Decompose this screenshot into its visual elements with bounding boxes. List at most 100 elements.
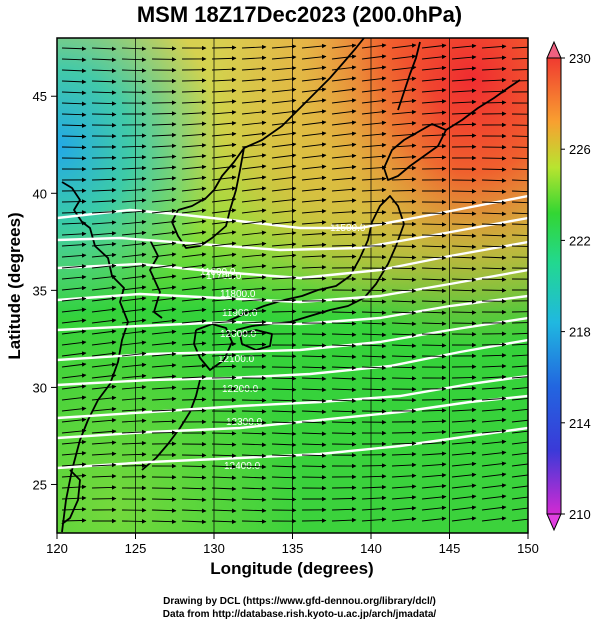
wind-arrow [241,120,267,126]
wind-arrow [61,79,87,85]
wind-arrow [451,277,477,283]
wind-arrow [451,450,477,456]
wind-arrow [361,288,387,293]
wind-arrow [421,462,447,467]
wind-arrow [361,354,387,360]
wind-arrow [151,122,177,127]
wind-arrow [121,176,147,182]
wind-arrow [391,451,417,457]
wind-arrow [91,231,117,236]
wind-arrow [301,98,327,104]
wind-arrow [481,44,507,49]
wind-arrow [451,110,477,116]
wind-arrow [271,309,297,314]
wind-arrow [361,198,387,204]
wind-arrow [151,430,177,435]
wind-arrow [511,135,528,137]
wind-arrow [391,165,417,171]
wind-arrow [481,396,507,401]
wind-arrow [181,197,207,203]
wind-arrow [391,87,417,93]
wind-arrow [181,464,207,469]
wind-arrow [61,220,87,226]
wind-arrow [361,176,387,181]
height-contours [57,194,528,470]
wind-arrow [211,208,237,214]
wind-arrow [271,387,297,392]
wind-arrow [451,461,477,467]
wind-arrow [391,143,417,148]
colorbar-tick-label: 230 [569,51,591,66]
wind-arrow [451,66,477,71]
wind-arrow [241,241,267,247]
wind-arrow [151,519,177,524]
wind-arrow [331,98,357,104]
wind-arrow [121,329,147,335]
wind-arrow [331,409,357,414]
wind-arrow [211,120,237,126]
wind-arrow [241,186,267,192]
wind-arrow [181,252,207,258]
wind-arrow [91,296,117,302]
wind-arrow [421,516,447,522]
wind-arrow [61,90,87,96]
wind-arrow [121,68,147,73]
wind-arrow [451,375,477,380]
wind-arrow [61,373,87,379]
x-axis-title: Longitude (degrees) [210,559,373,578]
wind-arrow [181,497,207,503]
wind-arrow [301,253,327,259]
wind-arrow [271,286,297,292]
wind-arrow [451,77,477,82]
colorbar-tick-label: 218 [569,325,591,340]
y-axis-ticks: 25 30 35 40 45 [33,89,57,492]
wind-arrow [301,365,327,370]
wind-arrow [211,508,237,514]
wind-arrow [241,252,267,258]
wind-arrow [421,451,447,456]
wind-arrow [301,431,327,436]
contour-label: 12000.0 [220,329,257,340]
wind-arrow [151,230,177,236]
wind-arrow [421,473,447,478]
wind-arrow [331,321,357,326]
wind-arrow [121,519,147,524]
wind-arrow [211,263,237,269]
colorbar-top-extend [546,40,562,59]
wind-arrow [451,266,477,272]
wind-arrow [241,409,267,414]
wind-arrow [511,430,528,434]
wind-arrow [301,220,327,225]
wind-arrow [241,431,267,436]
wind-arrow [451,310,477,315]
wind-arrow [301,131,327,137]
wind-arrow [511,343,528,346]
wind-arrow [211,274,237,280]
wind-arrow [481,222,507,228]
colorbar-tick-label: 226 [569,142,591,157]
wind-arrow [511,419,528,423]
wind-arrow [241,519,267,524]
x-tick-label: 135 [282,541,304,556]
wind-arrow [181,341,207,346]
wind-arrow [271,120,297,126]
wind-arrow [271,253,297,258]
wind-arrow [91,451,117,457]
wind-arrow [511,398,528,401]
wind-arrow [361,65,387,71]
wind-arrow [61,362,87,368]
wind-arrow [331,332,357,337]
wind-arrow [241,230,267,236]
wind-arrow [361,463,387,468]
wind-arrow [451,200,477,205]
wind-arrow [241,286,267,291]
wind-arrow [121,285,147,291]
wind-arrow [121,274,147,280]
wind-arrow [361,109,387,115]
wind-arrow [121,407,147,412]
wind-arrow [331,231,357,237]
wind-arrow [451,211,477,216]
wind-arrow [391,188,417,193]
wind-arrow [121,452,147,457]
wind-arrow [121,396,147,401]
